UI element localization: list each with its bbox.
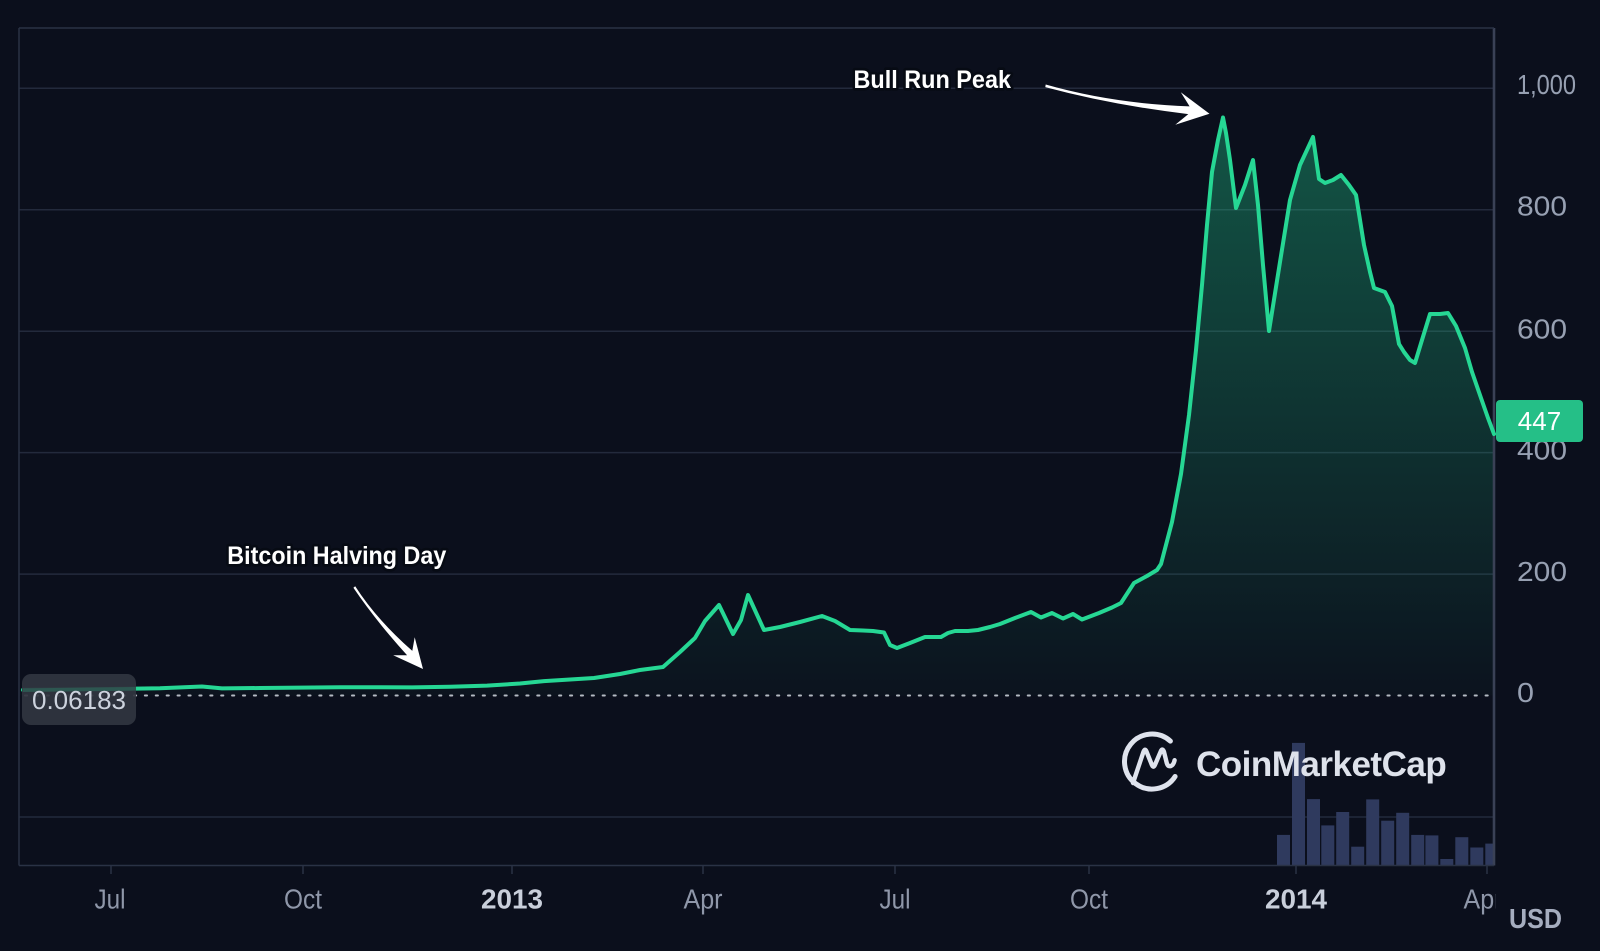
svg-text:USD: USD [1509,903,1562,934]
svg-text:Bitcoin Halving Day: Bitcoin Halving Day [227,542,446,570]
svg-text:0: 0 [1517,677,1534,708]
svg-text:1,000: 1,000 [1517,69,1576,100]
svg-text:Oct: Oct [1070,884,1108,915]
svg-text:2013: 2013 [481,884,543,915]
svg-text:Bull Run Peak: Bull Run Peak [854,66,1012,94]
svg-text:0.06183: 0.06183 [32,685,126,715]
svg-text:800: 800 [1517,191,1567,222]
svg-text:Apr: Apr [1464,884,1503,915]
svg-text:600: 600 [1517,314,1567,345]
svg-text:Jul: Jul [95,884,126,915]
svg-text:2014: 2014 [1265,884,1327,915]
svg-text:Apr: Apr [684,884,723,915]
svg-text:447: 447 [1518,406,1561,436]
svg-text:Oct: Oct [284,884,322,915]
svg-text:Jul: Jul [880,884,911,915]
svg-text:CoinMarketCap: CoinMarketCap [1196,745,1446,784]
svg-text:200: 200 [1517,556,1567,587]
